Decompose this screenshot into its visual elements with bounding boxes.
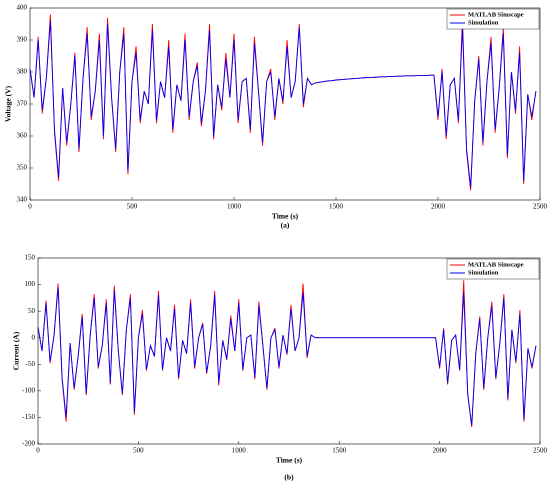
- y-tick-label: -200: [22, 440, 35, 448]
- y-tick-label: 360: [17, 132, 28, 140]
- y-tick-label: 50: [28, 307, 36, 315]
- plot-area: [37, 257, 541, 445]
- x-tick-label: 2500: [533, 447, 548, 455]
- plot-area: [29, 7, 541, 201]
- x-tick-label: 0: [36, 447, 40, 455]
- y-tick-label: 340: [17, 196, 28, 204]
- y-axis-label: Voltage (V): [4, 85, 13, 122]
- panel-label: (b): [284, 473, 294, 482]
- y-tick-label: -50: [26, 360, 36, 368]
- x-axis-label: Time (s): [276, 456, 303, 465]
- panel-label: (a): [281, 221, 290, 230]
- legend-box: [446, 8, 540, 30]
- x-tick-label: 500: [127, 203, 138, 211]
- y-tick-label: 370: [17, 100, 28, 108]
- x-tick-label: 1500: [332, 447, 347, 455]
- legend-box: [446, 258, 540, 280]
- y-tick-label: 100: [25, 280, 36, 288]
- y-tick-label: 150: [25, 254, 36, 262]
- x-tick-label: 1000: [227, 203, 242, 211]
- y-tick-label: 380: [17, 68, 28, 76]
- legend-label: Simulation: [468, 269, 499, 276]
- x-tick-label: 1000: [232, 447, 247, 455]
- x-axis-label: Time (s): [272, 212, 299, 221]
- x-tick-label: 1500: [329, 203, 344, 211]
- y-tick-label: 0: [32, 333, 36, 341]
- y-tick-label: -150: [22, 413, 35, 421]
- series-line: [37, 287, 537, 426]
- y-tick-label: 390: [17, 36, 28, 44]
- legend-label: Simulation: [468, 19, 499, 26]
- series-line: [29, 20, 537, 188]
- y-tick-label: 350: [17, 164, 28, 172]
- legend-label: MATLAB Simscape: [468, 261, 524, 268]
- y-tick-label: -100: [22, 386, 35, 394]
- y-tick-label: 400: [17, 4, 28, 12]
- x-tick-label: 2000: [433, 447, 448, 455]
- y-axis-label: Current (A): [12, 331, 21, 370]
- x-tick-label: 2000: [431, 203, 446, 211]
- x-tick-label: 2500: [533, 203, 548, 211]
- legend-label: MATLAB Simscape: [468, 11, 524, 18]
- x-tick-label: 0: [28, 203, 32, 211]
- x-tick-label: 500: [133, 447, 144, 455]
